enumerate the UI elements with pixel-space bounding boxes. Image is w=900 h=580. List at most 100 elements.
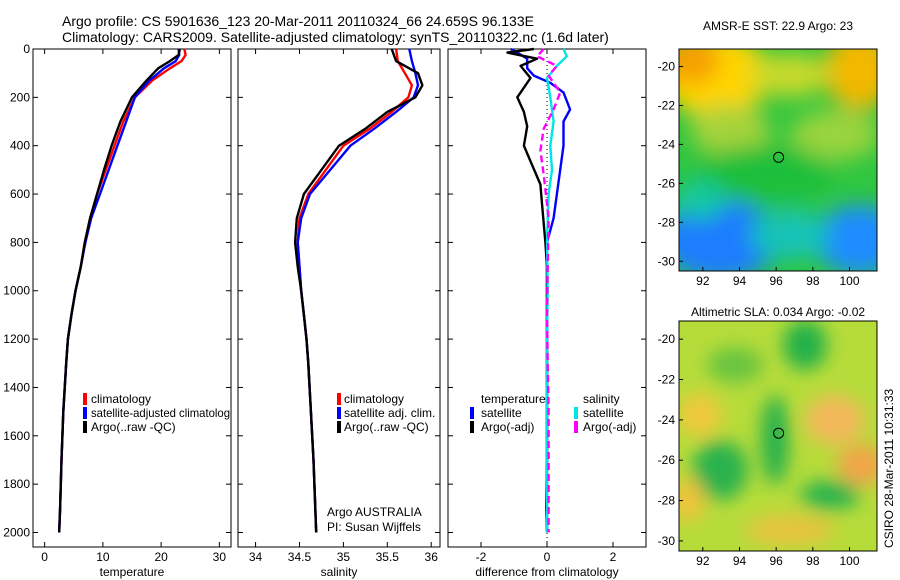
series-line-salinity-argo-adj- (535, 48, 562, 533)
temperature-plot-frame (32, 48, 232, 548)
legend-swatch-temp-argo (470, 421, 474, 433)
x-tick-label: 100 (839, 274, 859, 288)
legend-label-satellite: satellite adj. clim. (344, 406, 435, 420)
sla-low-patch (761, 395, 789, 485)
sla-low-patch (692, 440, 748, 500)
sla-low-patch (800, 480, 860, 510)
y-tick-label: 200 (10, 90, 30, 104)
y-tick-label: -24 (658, 413, 676, 427)
legend-label-climatology: climatology (91, 392, 151, 406)
sla-high-patch (805, 395, 865, 445)
y-tick-label: -28 (658, 494, 676, 508)
sla-map-axes: 92 94 96 98 100 -20 -22 -24 -26 -28 -30 (658, 332, 860, 568)
sst-map-field (679, 49, 877, 271)
sst-mid-patch (790, 110, 877, 160)
credit-timestamp: CSIRO 28-Mar-2011 10:31:33 (882, 388, 896, 548)
x-axis-label: salinity (321, 565, 358, 579)
y-tick-label: 600 (10, 187, 30, 201)
legend-label-sal-satellite: satellite (583, 406, 624, 420)
x-tick-label: 96 (769, 554, 783, 568)
legend-heading-salinity: salinity (583, 392, 620, 406)
temperature-legend: climatology satellite-adjusted climatolo… (83, 392, 230, 434)
legend-label-argo: Argo(..raw -QC) (91, 420, 176, 434)
y-tick-label: -22 (658, 373, 676, 387)
legend-swatch-satellite (337, 407, 341, 419)
x-tick-label: 0 (544, 550, 551, 564)
legend-swatch-argo (337, 421, 341, 433)
legend-swatch-climatology (83, 393, 87, 405)
y-tick-label: -26 (658, 176, 676, 190)
y-tick-label: 1800 (3, 477, 30, 491)
legend-label-climatology: climatology (344, 392, 404, 406)
sla-high-patch (837, 445, 877, 485)
argo-location-marker (773, 427, 785, 439)
salinity-marks: 34 34.5 35 35.5 36 salinity (238, 48, 440, 579)
x-tick-label: 35.5 (376, 550, 400, 564)
y-tick-label: 1600 (3, 429, 30, 443)
legend-heading-temperature: temperature (481, 392, 546, 406)
sst-cold-patch (815, 205, 877, 271)
x-tick-label: 94 (733, 274, 747, 288)
x-tick-label: 98 (806, 274, 820, 288)
y-tick-label: -20 (658, 60, 676, 74)
y-tick-label: 1000 (3, 284, 30, 298)
sst-map-axes: 92 94 96 98 100 -20 -22 -24 -26 -28 -30 (658, 60, 860, 288)
x-tick-label: 34 (249, 550, 263, 564)
y-tick-label: 2000 (3, 525, 30, 539)
sst-warm-patch (825, 49, 877, 110)
x-axis-label: temperature (100, 565, 165, 579)
x-tick-label: 2 (610, 550, 617, 564)
sla-map-field (679, 321, 877, 551)
y-tick-label: 0 (23, 42, 30, 56)
y-tick-label: -30 (658, 534, 676, 548)
sst-map-title: AMSR-E SST: 22.9 Argo: 23 (703, 19, 853, 33)
series-line-climatology (58, 48, 187, 533)
salinity-legend: climatology satellite adj. clim. Argo(..… (337, 392, 435, 434)
sst-cyan-patch (679, 180, 725, 220)
y-tick-label: -30 (658, 254, 676, 268)
x-tick-label: 96 (769, 274, 783, 288)
x-tick-label: 34.5 (288, 550, 312, 564)
legend-label-satellite: satellite-adjusted climatolog (91, 406, 230, 420)
legend-swatch-sal-satellite (574, 407, 578, 419)
x-tick-label: 98 (806, 554, 820, 568)
y-tick-label: 400 (10, 139, 30, 153)
sla-high-patch (679, 478, 704, 522)
sla-high-patch (679, 393, 722, 437)
legend-label-temp-argo: Argo(-adj) (481, 420, 534, 434)
sst-warm-core (679, 49, 720, 85)
x-tick-label: 0 (41, 550, 48, 564)
pi-annotation: PI: Susan Wijffels (327, 520, 421, 534)
y-tick-label: -20 (658, 332, 676, 346)
legend-label-argo: Argo(..raw -QC) (344, 420, 429, 434)
x-tick-label: 20 (154, 550, 168, 564)
legend-label-sal-argo: Argo(-adj) (583, 420, 636, 434)
legend-swatch-temp-satellite (470, 407, 474, 419)
sla-low-patch (783, 321, 827, 370)
sst-map-frame (678, 48, 878, 272)
x-tick-label: 10 (96, 550, 110, 564)
y-tick-label: -26 (658, 453, 676, 467)
sst-mid-patch (750, 53, 830, 97)
float-owner-annotation: Argo AUSTRALIA (327, 505, 422, 519)
y-tick-label: -24 (658, 137, 676, 151)
y-tick-label: 1200 (3, 332, 30, 346)
sla-map-frame (678, 320, 878, 552)
legend-swatch-argo (83, 421, 87, 433)
sla-low-patch (707, 347, 763, 383)
sst-cool-band (695, 145, 835, 205)
difference-legend: temperature satellite Argo(-adj) salinit… (470, 392, 636, 434)
y-tick-label: -22 (658, 98, 676, 112)
sst-cyan-patch (750, 210, 830, 260)
y-tick-label: -28 (658, 215, 676, 229)
legend-swatch-climatology (337, 393, 341, 405)
x-tick-label: 94 (733, 554, 747, 568)
sla-high-patch (745, 515, 835, 545)
x-tick-label: 92 (696, 274, 710, 288)
sla-map-title: Altimetric SLA: 0.034 Argo: -0.02 (691, 305, 865, 319)
argo-location-marker (773, 151, 785, 163)
x-tick-label: 100 (839, 554, 859, 568)
legend-swatch-satellite (83, 407, 87, 419)
legend-label-temp-satellite: satellite (481, 406, 522, 420)
